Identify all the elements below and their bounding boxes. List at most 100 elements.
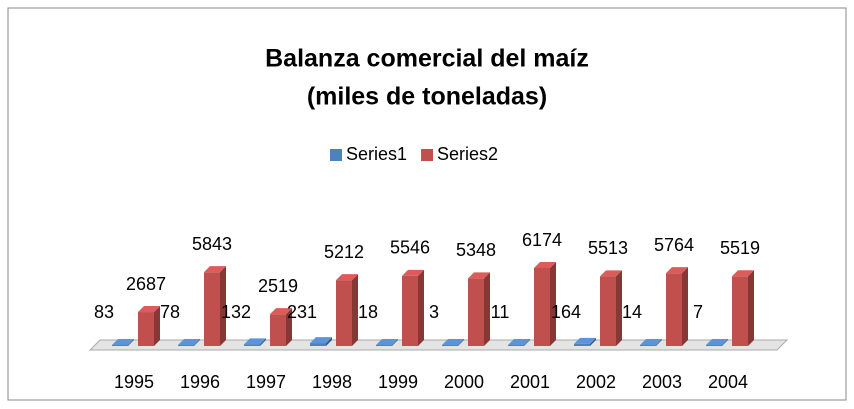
bar-face — [286, 308, 292, 346]
bar-face — [220, 266, 226, 346]
bar-face — [484, 272, 490, 346]
bar-face — [376, 339, 398, 345]
bar-face — [748, 270, 754, 346]
bar-face — [706, 339, 728, 345]
bar-face — [590, 337, 596, 346]
bar — [310, 337, 332, 346]
legend-label: Series2 — [437, 144, 498, 164]
bar-face — [178, 339, 200, 345]
bar — [468, 272, 490, 346]
x-tick-label: 2000 — [444, 372, 484, 392]
data-label: 231 — [287, 302, 317, 322]
bar-face — [600, 270, 622, 277]
bar-face — [138, 312, 154, 346]
bar-face — [656, 339, 662, 346]
data-label: 6174 — [522, 230, 562, 250]
chart-title: Balanza comercial del maíz — [265, 45, 589, 73]
legend-swatch — [421, 149, 434, 161]
x-tick-label: 1997 — [246, 372, 286, 392]
data-label: 164 — [551, 302, 581, 322]
data-label: 14 — [622, 302, 642, 322]
bar-face — [112, 338, 134, 345]
bar-face — [128, 338, 134, 346]
bar-face — [508, 339, 530, 345]
data-label: 78 — [160, 302, 180, 322]
bar-face — [336, 280, 352, 346]
bar-face — [534, 262, 556, 268]
bar — [402, 269, 424, 346]
bar-face — [244, 344, 260, 346]
legend-swatch — [330, 149, 342, 161]
data-label: 3 — [429, 302, 439, 322]
bar-face — [310, 343, 326, 346]
bar-face — [666, 267, 688, 274]
data-label: 7 — [693, 302, 703, 322]
data-label: 5519 — [720, 238, 760, 258]
x-tick-label: 2004 — [708, 372, 748, 392]
data-label: 5764 — [654, 235, 694, 255]
bar-face — [194, 339, 200, 346]
bar-face — [508, 345, 524, 346]
bar — [112, 338, 134, 346]
bar-face — [706, 345, 722, 346]
bar-face — [640, 339, 662, 345]
bar-face — [326, 337, 332, 346]
bar — [732, 270, 754, 346]
bar — [336, 274, 358, 346]
bar-face — [418, 269, 424, 346]
bar — [640, 339, 662, 346]
bar — [138, 306, 160, 346]
bar — [204, 266, 226, 346]
bar — [508, 339, 530, 346]
bar-face — [550, 262, 556, 346]
bar-face — [402, 275, 418, 346]
bar — [270, 308, 292, 346]
data-label: 5843 — [192, 234, 232, 254]
bar-face — [336, 274, 358, 281]
data-label: 132 — [221, 302, 251, 322]
bar-face — [376, 345, 392, 346]
bar-face — [534, 268, 550, 346]
x-tick-label: 2002 — [576, 372, 616, 392]
data-label: 18 — [358, 302, 378, 322]
bar-face — [600, 276, 616, 346]
bar-face — [204, 266, 226, 273]
data-label: 83 — [94, 302, 114, 322]
data-label: 5546 — [390, 238, 430, 258]
bar-face — [270, 308, 292, 315]
bar-face — [640, 345, 656, 346]
legend-label: Series1 — [346, 144, 407, 164]
x-tick-label: 1998 — [312, 372, 352, 392]
bar-face — [178, 345, 194, 346]
bar-face — [458, 339, 464, 346]
bar-face — [310, 337, 332, 344]
bar — [178, 339, 200, 346]
bar-face — [616, 270, 622, 346]
bar-face — [244, 338, 266, 345]
x-tick-label: 1996 — [180, 372, 220, 392]
bar-face — [260, 338, 266, 346]
bar-face — [352, 274, 358, 346]
bar — [442, 339, 464, 346]
bar-face — [154, 306, 160, 346]
bar — [600, 270, 622, 346]
bar-face — [524, 339, 530, 346]
bar-face — [468, 278, 484, 346]
bar-face — [468, 272, 490, 279]
data-label: 11 — [491, 302, 510, 322]
bar-face — [270, 314, 286, 346]
data-label: 5513 — [588, 238, 628, 258]
bar-face — [666, 273, 682, 346]
bar-face — [204, 272, 220, 346]
bar-face — [138, 306, 160, 313]
bar-face — [112, 344, 128, 346]
bar-face — [442, 345, 458, 346]
bar — [534, 262, 556, 346]
data-label: 2519 — [258, 276, 298, 296]
bar-face — [574, 343, 590, 346]
x-tick-label: 2001 — [510, 372, 550, 392]
data-label: 5348 — [456, 240, 496, 260]
bar — [666, 267, 688, 346]
x-tick-label: 1995 — [114, 372, 154, 392]
